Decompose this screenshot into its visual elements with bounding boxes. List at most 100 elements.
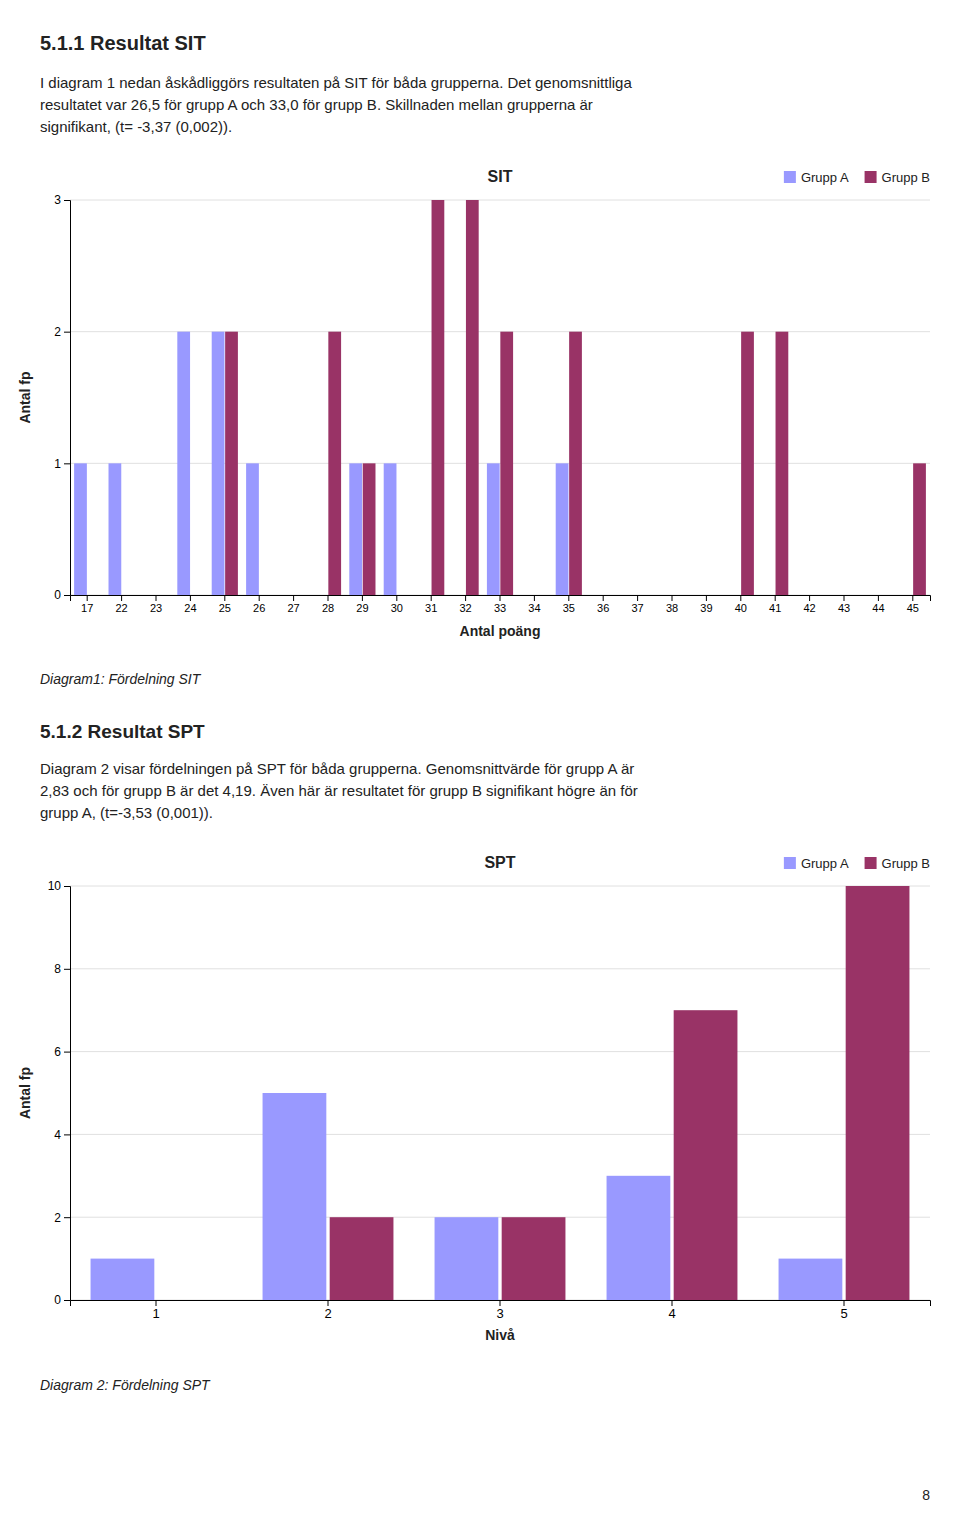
tick-label: 39 <box>700 602 712 614</box>
paragraph-line: Diagram 2 visar fördelningen på SPT för … <box>40 760 634 777</box>
bar <box>453 595 466 596</box>
page-number: 8 <box>922 1487 930 1503</box>
bar <box>638 595 651 596</box>
tick-label: 42 <box>803 602 815 614</box>
grid <box>70 200 930 595</box>
legend: Grupp AGrupp B <box>784 856 930 871</box>
tick: 39 <box>700 595 712 614</box>
tick-mark <box>706 595 707 601</box>
tick-mark <box>64 969 70 970</box>
legend-swatch <box>784 171 796 183</box>
tick-mark <box>568 595 569 601</box>
tick-label: 32 <box>459 602 471 614</box>
tick-label: 6 <box>54 1045 61 1059</box>
tick: 44 <box>872 595 884 614</box>
tick-mark <box>64 886 70 887</box>
bar <box>212 332 225 595</box>
y-axis-title: Antal fp <box>17 1067 33 1119</box>
tick-mark <box>672 1300 673 1306</box>
tick-mark <box>64 1052 70 1053</box>
tick: 27 <box>287 595 299 614</box>
bar <box>844 595 857 596</box>
bar <box>260 595 273 596</box>
axis-line <box>64 887 71 1301</box>
tick: 24 <box>184 595 196 614</box>
bar <box>88 595 101 596</box>
x-axis: 12345 <box>71 1300 931 1321</box>
tick: 26 <box>253 595 265 614</box>
tick-label: 8 <box>54 962 61 976</box>
bar <box>556 463 569 595</box>
bar <box>590 595 603 596</box>
tick: 28 <box>322 595 334 614</box>
caption: Diagram 2: Fördelning SPT <box>40 1377 211 1393</box>
tick-label: 36 <box>597 602 609 614</box>
legend-label: Grupp A <box>801 170 849 185</box>
legend-swatch <box>865 857 877 869</box>
bar <box>158 1300 222 1301</box>
bar <box>177 332 190 595</box>
tick-mark <box>156 595 157 601</box>
tick: 2 <box>54 1211 70 1225</box>
bar <box>521 595 534 596</box>
tick: 35 <box>563 595 575 614</box>
bar <box>143 595 156 596</box>
bar <box>810 595 823 596</box>
tick-label: 22 <box>115 602 127 614</box>
tick: 41 <box>769 595 781 614</box>
axis-line <box>71 596 931 602</box>
legend-label: Grupp A <box>801 856 849 871</box>
caption: Diagram1: Fördelning SIT <box>40 671 202 687</box>
tick: 3 <box>54 193 70 207</box>
bar <box>328 332 341 595</box>
tick-label: 23 <box>150 602 162 614</box>
tick: 0 <box>54 588 70 602</box>
tick-label: 4 <box>668 1306 675 1321</box>
x-axis-title: Antal poäng <box>460 623 541 639</box>
tick: 4 <box>54 1128 70 1142</box>
tick: 34 <box>528 595 540 614</box>
tick-mark <box>431 595 432 601</box>
bar <box>707 595 720 596</box>
bar <box>330 1217 394 1300</box>
tick: 31 <box>425 595 437 614</box>
tick-mark <box>64 1217 70 1218</box>
tick-mark <box>328 1300 329 1306</box>
tick: 22 <box>115 595 127 614</box>
grid-line <box>70 331 930 332</box>
tick-mark <box>603 595 604 601</box>
chart-title: SPT <box>484 854 515 871</box>
tick-mark <box>64 1134 70 1135</box>
tick-mark <box>775 595 776 601</box>
bar <box>349 463 362 595</box>
bar <box>432 200 445 595</box>
tick: 32 <box>459 595 471 614</box>
tick-label: 3 <box>54 193 61 207</box>
tick-mark <box>190 595 191 601</box>
bar <box>294 595 307 596</box>
tick: 37 <box>631 595 643 614</box>
tick-label: 4 <box>54 1128 61 1142</box>
tick: 2 <box>54 325 70 339</box>
bar <box>487 463 500 595</box>
y-axis: 0123 <box>54 193 70 602</box>
tick-mark <box>224 595 225 601</box>
bar <box>741 332 754 595</box>
bar <box>846 886 910 1300</box>
tick-label: 31 <box>425 602 437 614</box>
tick-mark <box>64 200 70 201</box>
bar <box>797 595 810 596</box>
bar <box>831 595 844 596</box>
tick: 3 <box>496 1300 503 1321</box>
bar <box>418 595 431 596</box>
tick: 30 <box>391 595 403 614</box>
tick: 2 <box>324 1300 331 1321</box>
tick-label: 2 <box>324 1306 331 1321</box>
tick: 43 <box>838 595 850 614</box>
bar <box>156 595 169 596</box>
tick-label: 38 <box>666 602 678 614</box>
grid-line <box>70 968 930 969</box>
bar <box>728 595 741 596</box>
tick-label: 43 <box>838 602 850 614</box>
tick-mark <box>362 595 363 601</box>
